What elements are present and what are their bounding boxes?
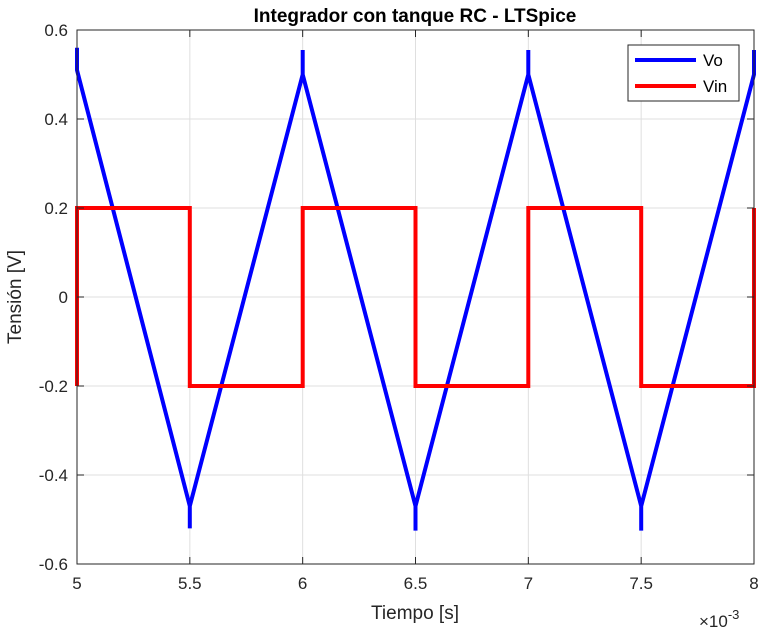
x-exponent-power: -3 (728, 607, 740, 622)
series-line-vin (75, 206, 756, 388)
x-exponent-base: ×10 (699, 612, 728, 631)
y-tick-label: 0 (59, 288, 68, 307)
y-tick-label: -0.6 (39, 555, 68, 574)
x-tick-label: 8 (749, 574, 758, 593)
y-tick-label: -0.4 (39, 466, 68, 485)
x-tick-label: 7.5 (629, 574, 653, 593)
x-tick-label: 5.5 (178, 574, 202, 593)
x-axis-label: Tiempo [s] (371, 603, 459, 624)
x-tick-label: 5 (72, 574, 81, 593)
x-axis-exponent: ×10-3 (699, 607, 739, 631)
y-axis-label: Tensión [V] (5, 250, 26, 344)
legend-label-vin: Vin (703, 77, 727, 96)
legend-box (627, 44, 740, 102)
x-tick-label: 6.5 (404, 574, 428, 593)
series-layer (75, 47, 756, 531)
y-tick-label: 0.6 (44, 21, 68, 40)
x-tick-label: 6 (298, 574, 307, 593)
y-tick-label: -0.2 (39, 377, 68, 396)
chart-title: Integrador con tanque RC - LTSpice (254, 6, 577, 27)
ticks: 5 5.5 6 6.5 7 7.5 8 -0.6 -0.4 -0.2 0 0.2 0.4 0.6 (39, 21, 759, 593)
legend-label-vo: Vo (703, 51, 723, 70)
x-tick-label: 7 (524, 574, 533, 593)
y-tick-label: 0.2 (44, 199, 68, 218)
y-tick-label: 0.4 (44, 110, 68, 129)
legend: Vo Vin (627, 44, 740, 102)
series-line-vo (75, 47, 756, 531)
